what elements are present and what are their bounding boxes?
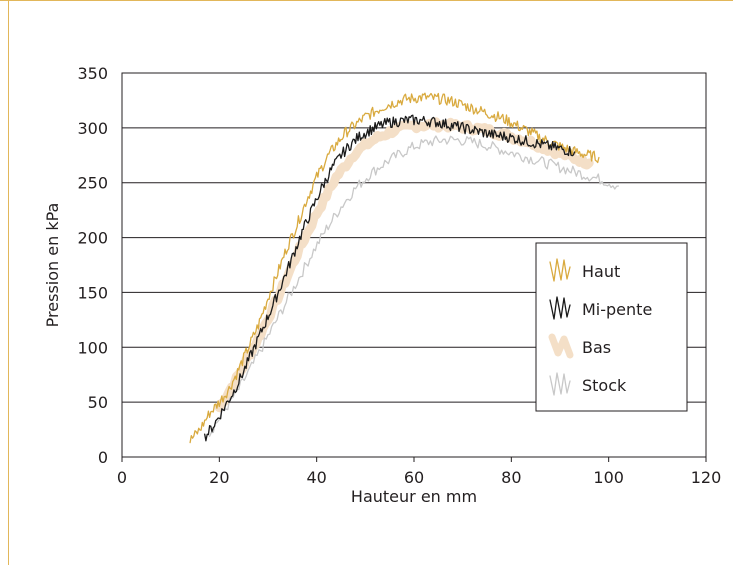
x-axis-ticks: 0 20 40 60 80 100 120 xyxy=(117,457,721,487)
x-tick-label: 20 xyxy=(209,468,229,487)
legend-label: Bas xyxy=(582,338,611,357)
legend-label: Stock xyxy=(582,376,627,395)
legend-swatch-bas xyxy=(548,333,574,359)
y-tick-label: 350 xyxy=(77,64,108,83)
legend: Haut Mi-pente Bas Stock xyxy=(535,242,688,412)
x-tick-label: 60 xyxy=(404,468,424,487)
x-tick-label: 80 xyxy=(501,468,521,487)
legend-swatch-haut xyxy=(549,258,571,282)
x-tick-label: 100 xyxy=(593,468,624,487)
legend-label: Haut xyxy=(582,262,620,281)
y-axis-title: Pression en kPa xyxy=(43,203,62,328)
y-tick-label: 200 xyxy=(77,229,108,248)
series-line-mi-pente xyxy=(204,114,576,442)
frame-top-border xyxy=(0,0,733,1)
y-tick-label: 150 xyxy=(77,283,108,302)
y-tick-label: 300 xyxy=(77,119,108,138)
legend-box xyxy=(535,242,688,412)
series-line-stock xyxy=(208,135,620,437)
y-tick-label: 50 xyxy=(88,393,108,412)
series-layer xyxy=(189,92,620,444)
legend-swatch-mi-pente xyxy=(549,296,571,320)
frame-left-border xyxy=(8,0,9,565)
y-tick-label: 250 xyxy=(77,174,108,193)
x-tick-label: 120 xyxy=(691,468,722,487)
y-axis-ticks: 0 50 100 150 200 250 300 350 xyxy=(77,64,108,467)
series-line-haut xyxy=(189,92,600,444)
x-tick-label: 40 xyxy=(306,468,326,487)
legend-swatch-stock xyxy=(549,372,571,396)
y-tick-label: 0 xyxy=(98,448,108,467)
y-tick-label: 100 xyxy=(77,338,108,357)
x-axis-title: Hauteur en mm xyxy=(351,487,477,506)
legend-label: Mi-pente xyxy=(582,300,652,319)
x-tick-label: 0 xyxy=(117,468,127,487)
